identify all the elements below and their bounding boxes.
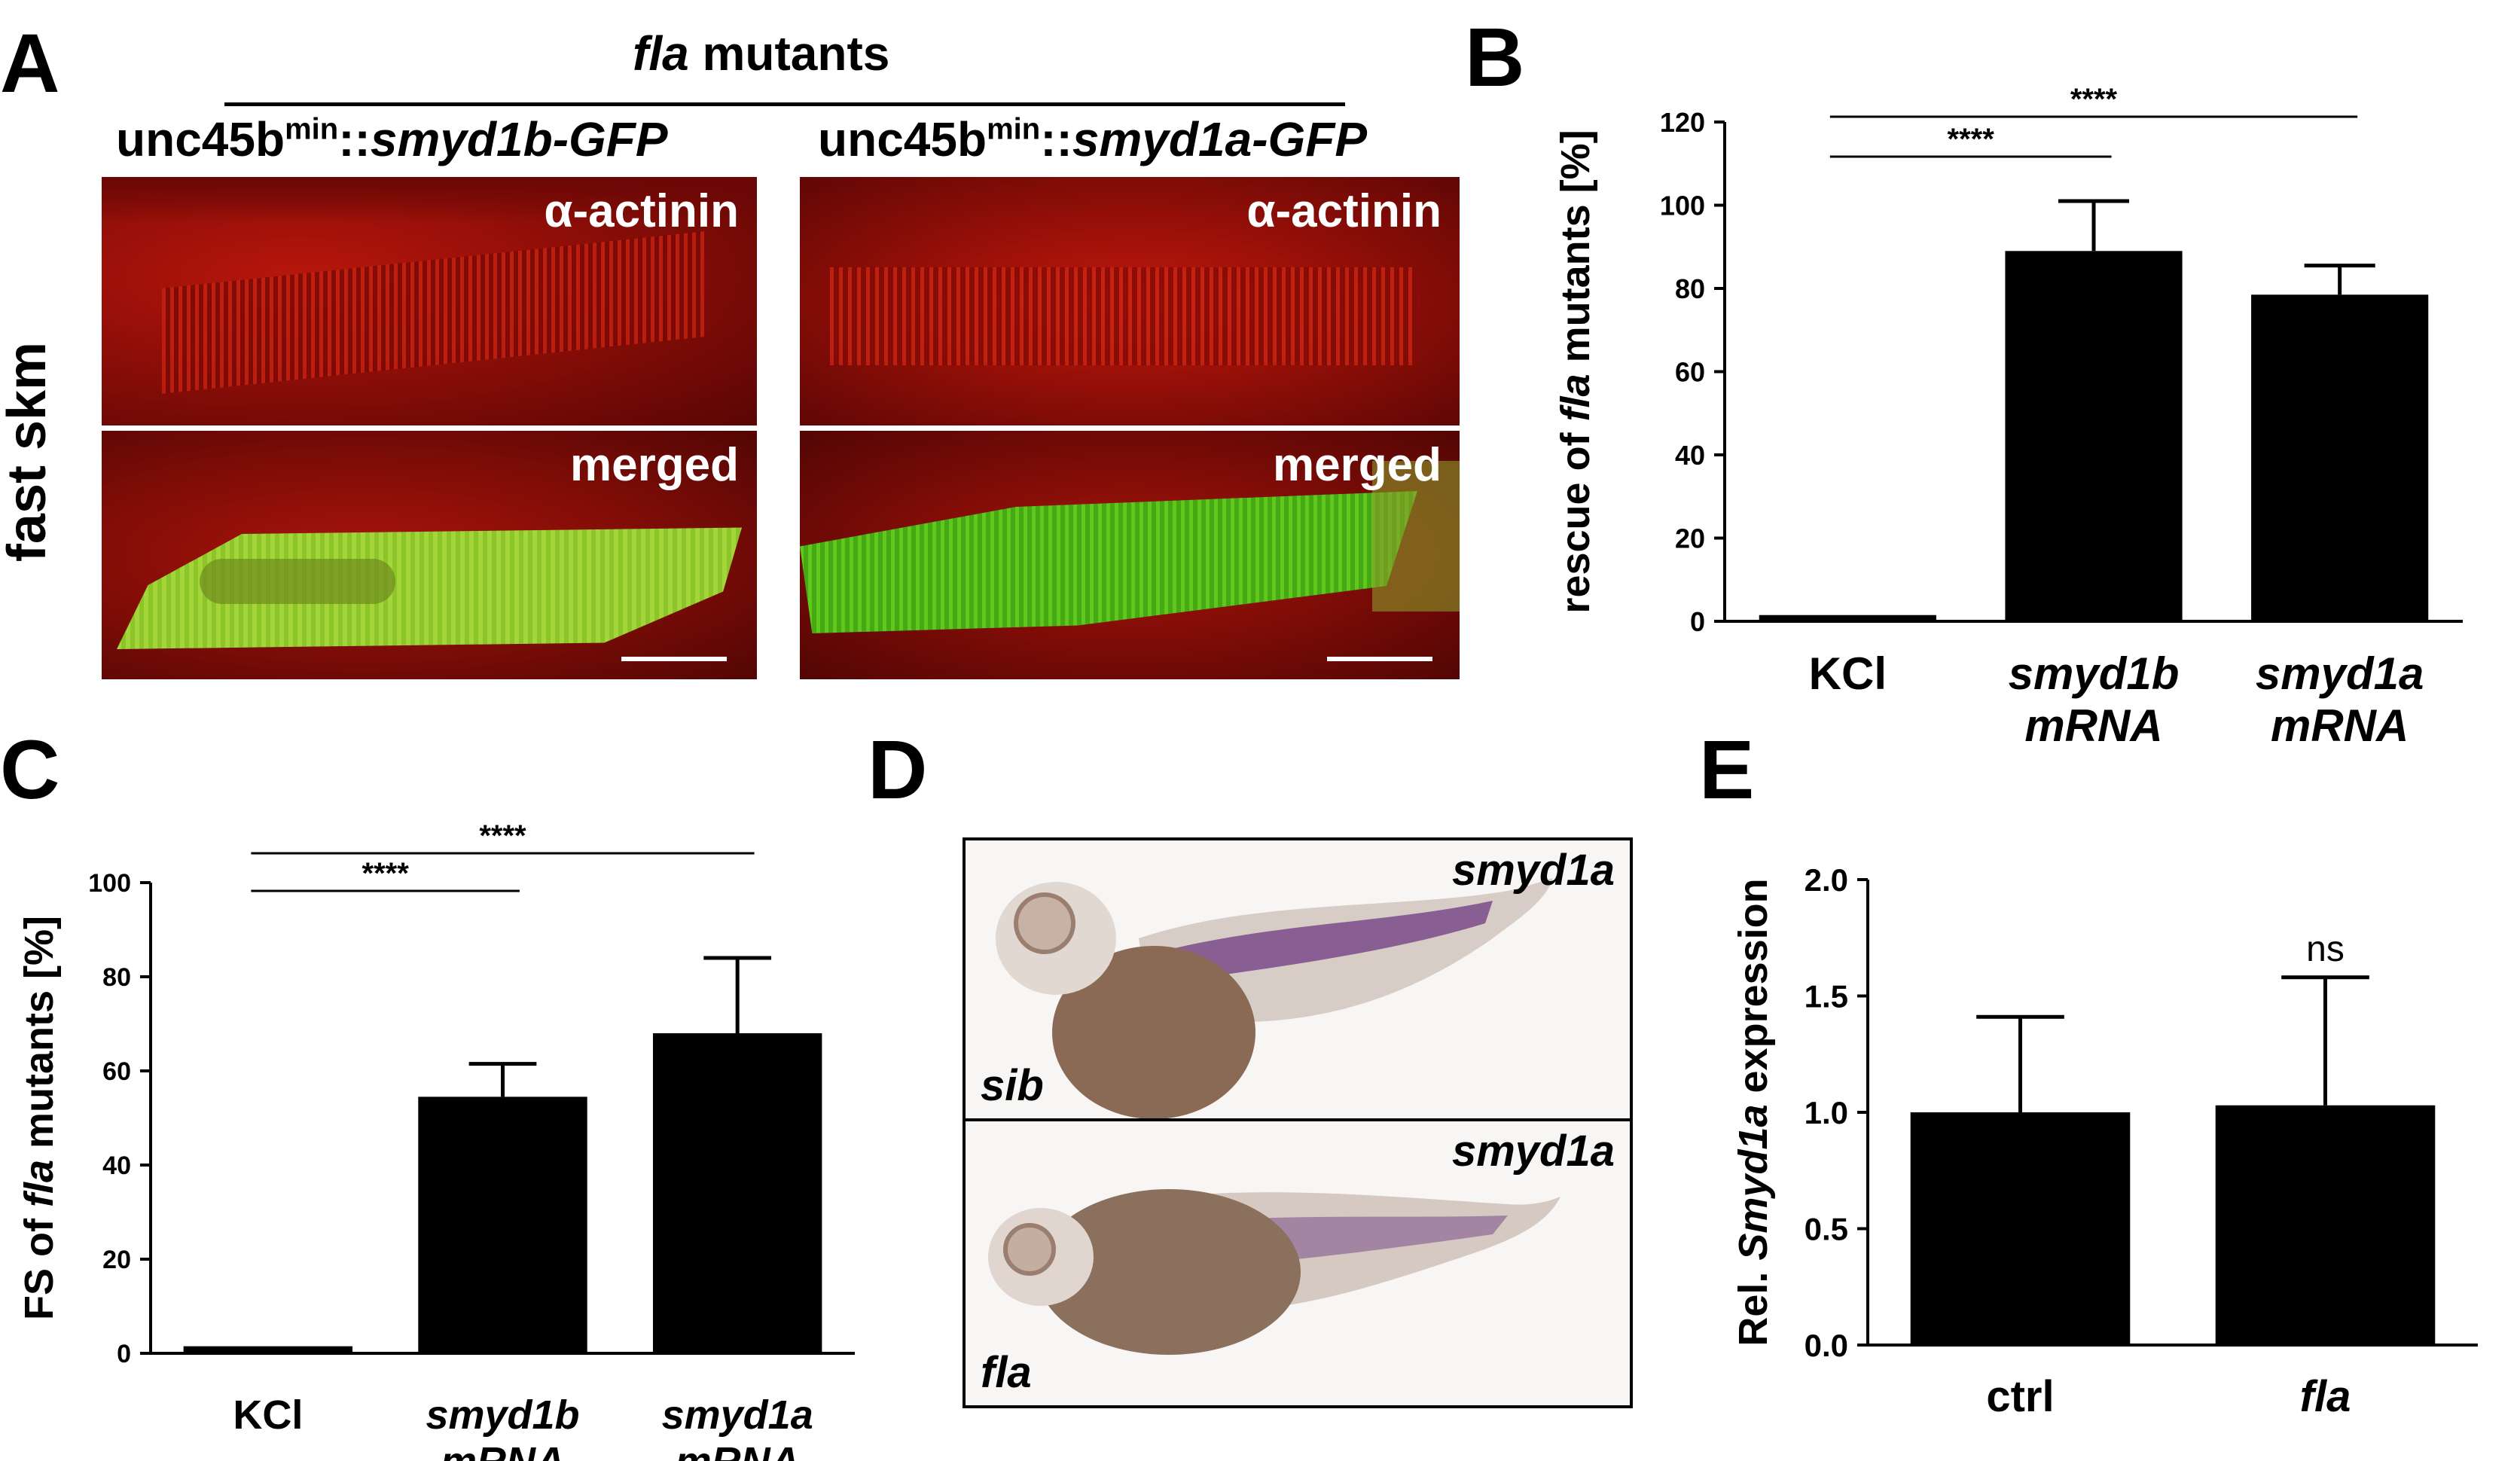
y-tick-label: 20	[1675, 523, 1705, 554]
y-axis-label: rescue of fla mutants [%]	[1553, 130, 1598, 613]
chart-panel-b: 0 20 40 60 80 100 120 rescue of fla mutants [%]…	[1553, 83, 2463, 751]
micrograph-smyd1b-actinin: α-actinin	[102, 177, 757, 425]
y-axis-label-part: mutants [%]	[17, 916, 62, 1160]
panel-d-divider	[963, 1118, 1633, 1121]
tile-label: merged	[570, 439, 739, 491]
significance-label: ****	[1948, 123, 1995, 156]
genotype-label-sib: sib	[981, 1061, 1044, 1110]
y-axis-label-part: mutants [%]	[1553, 130, 1598, 374]
y-axis-label-part: FS of	[17, 1207, 62, 1320]
tile-label: α-actinin	[1246, 185, 1442, 237]
category-label-line: smyd1a	[662, 1392, 813, 1438]
y-tick-label: 40	[1675, 440, 1705, 471]
y-tick-label: 100	[88, 869, 131, 898]
embryo-drawing-sib	[996, 878, 1553, 1118]
category-label-line: mRNA	[2271, 700, 2409, 751]
panel-label-c: C	[0, 724, 60, 816]
category-label-line: mRNA	[2024, 700, 2162, 751]
annotation-label: ns	[2306, 929, 2345, 969]
bar	[183, 1346, 353, 1353]
bar	[1910, 1112, 2131, 1345]
category-label-line: ctrl	[1986, 1372, 2054, 1421]
category-label: fla	[2300, 1372, 2351, 1421]
category-label-line: fla	[2300, 1372, 2351, 1421]
panel-label-b: B	[1465, 11, 1525, 104]
scale-bar	[1327, 657, 1432, 661]
micrograph-smyd1b-merged: merged	[102, 431, 757, 679]
y-tick-label: 120	[1660, 107, 1705, 138]
category-label-line: KCl	[1809, 648, 1887, 699]
y-axis-label-part: expression	[1731, 878, 1776, 1104]
category-label-line: smyd1b	[426, 1392, 579, 1438]
bar	[418, 1097, 587, 1353]
y-tick-label: 60	[1675, 356, 1705, 387]
y-axis-label-part: Rel.	[1731, 1261, 1776, 1347]
micrograph-smyd1a-merged: merged	[800, 431, 1460, 679]
significance-label: ****	[2070, 83, 2118, 116]
col1-header: unc45bmin::smyd1b-GFP	[116, 112, 668, 166]
embryo-drawing-fla	[988, 1189, 1561, 1355]
category-label: KCl	[233, 1392, 303, 1438]
bar	[2251, 294, 2429, 621]
y-tick-label: 0	[1690, 606, 1705, 637]
category-label: KCl	[1809, 648, 1887, 699]
y-axis-label: FS of fla mutants [%]	[17, 916, 62, 1320]
genotype-label-fla: fla	[981, 1348, 1032, 1397]
micrograph-smyd1a-actinin: α-actinin	[800, 177, 1460, 425]
tile-label: α-actinin	[544, 185, 739, 237]
y-tick-label: 0	[117, 1340, 131, 1368]
category-label-line: KCl	[233, 1392, 303, 1438]
bar	[652, 1033, 822, 1353]
category-label: ctrl	[1986, 1372, 2054, 1421]
significance-label: ****	[479, 819, 526, 853]
col2-header: unc45bmin::smyd1a-GFP	[818, 112, 1368, 166]
bar	[1759, 615, 1936, 621]
category-label-line: smyd1a	[2256, 648, 2424, 699]
y-axis-label-part: fla	[1553, 374, 1598, 421]
bar	[2005, 251, 2183, 621]
significance-label: ****	[362, 857, 410, 890]
category-label-line: smyd1b	[2009, 648, 2180, 699]
y-tick-label: 0.0	[1805, 1328, 1848, 1363]
category-label-line: mRNA	[441, 1439, 565, 1461]
panel-label-d: D	[868, 724, 928, 816]
embryo-image-sib: smyd1a sib	[966, 840, 1630, 1118]
y-tick-label: 0.5	[1805, 1212, 1848, 1247]
y-tick-label: 20	[102, 1246, 131, 1274]
y-axis-label: Rel. Smyd1a expression	[1731, 878, 1776, 1346]
gene-label: smyd1a	[1451, 1127, 1615, 1176]
panel-a-group-header: fla mutants	[633, 26, 890, 81]
group-header-rule	[224, 102, 1345, 106]
y-tick-label: 80	[102, 963, 131, 992]
y-tick-label: 1.0	[1805, 1095, 1848, 1130]
panel-label-e: E	[1699, 724, 1755, 816]
bar	[2215, 1105, 2436, 1345]
y-tick-label: 2.0	[1805, 862, 1848, 898]
embryo-image-fla: smyd1a fla	[966, 1121, 1630, 1405]
y-axis-label-part: rescue of	[1553, 421, 1598, 613]
panel-d-frame	[963, 837, 1633, 1408]
y-axis-label-part: Smyd1a	[1731, 1104, 1776, 1260]
panel-label-a: A	[0, 17, 60, 110]
tile-label: merged	[1273, 439, 1442, 491]
y-tick-label: 60	[102, 1057, 131, 1086]
category-label-line: mRNA	[676, 1439, 800, 1461]
y-tick-label: 1.5	[1805, 979, 1848, 1014]
chart-panel-c: 0 20 40 60 80 100 FS of fla mutants [%] KCl smyd…	[17, 819, 855, 1461]
y-tick-label: 40	[102, 1151, 131, 1180]
y-axis-label-part: fla	[17, 1160, 62, 1207]
row-label: fast skm	[0, 341, 57, 563]
y-tick-label: 100	[1660, 190, 1705, 221]
chart-panel-e: 0.0 0.5 1.0 1.5 2.0 Rel. Smyd1a expression ctr…	[1731, 862, 2478, 1421]
gene-label: smyd1a	[1451, 846, 1615, 895]
scale-bar	[621, 657, 727, 661]
y-tick-label: 80	[1675, 273, 1705, 304]
